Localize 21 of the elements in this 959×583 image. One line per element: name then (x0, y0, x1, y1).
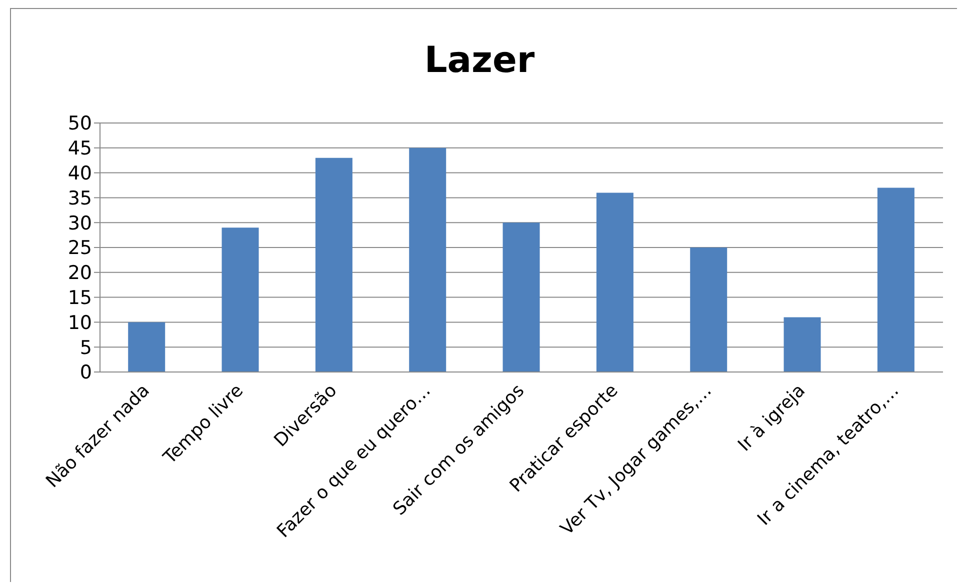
bar (409, 148, 446, 372)
bar (128, 322, 166, 372)
y-tick-label: 5 (80, 336, 92, 359)
y-tick-label: 40 (68, 162, 92, 185)
y-tick-label: 15 (68, 287, 92, 310)
y-tick-label: 45 (68, 138, 92, 160)
y-tick-label: 25 (68, 237, 92, 260)
y-tick-label: 50 (68, 112, 92, 135)
bar (877, 188, 914, 372)
y-tick-label: 20 (68, 262, 92, 284)
bar (596, 192, 634, 372)
bar (784, 317, 821, 372)
y-tick-label: 30 (68, 212, 92, 234)
chart-title: Lazer (423, 40, 536, 81)
bar (690, 248, 728, 372)
bar (222, 228, 259, 372)
bar (502, 222, 540, 372)
y-tick-label: 10 (68, 312, 92, 334)
y-tick-label: 35 (68, 187, 92, 210)
bar (315, 158, 352, 372)
y-tick-label: 0 (80, 362, 92, 384)
